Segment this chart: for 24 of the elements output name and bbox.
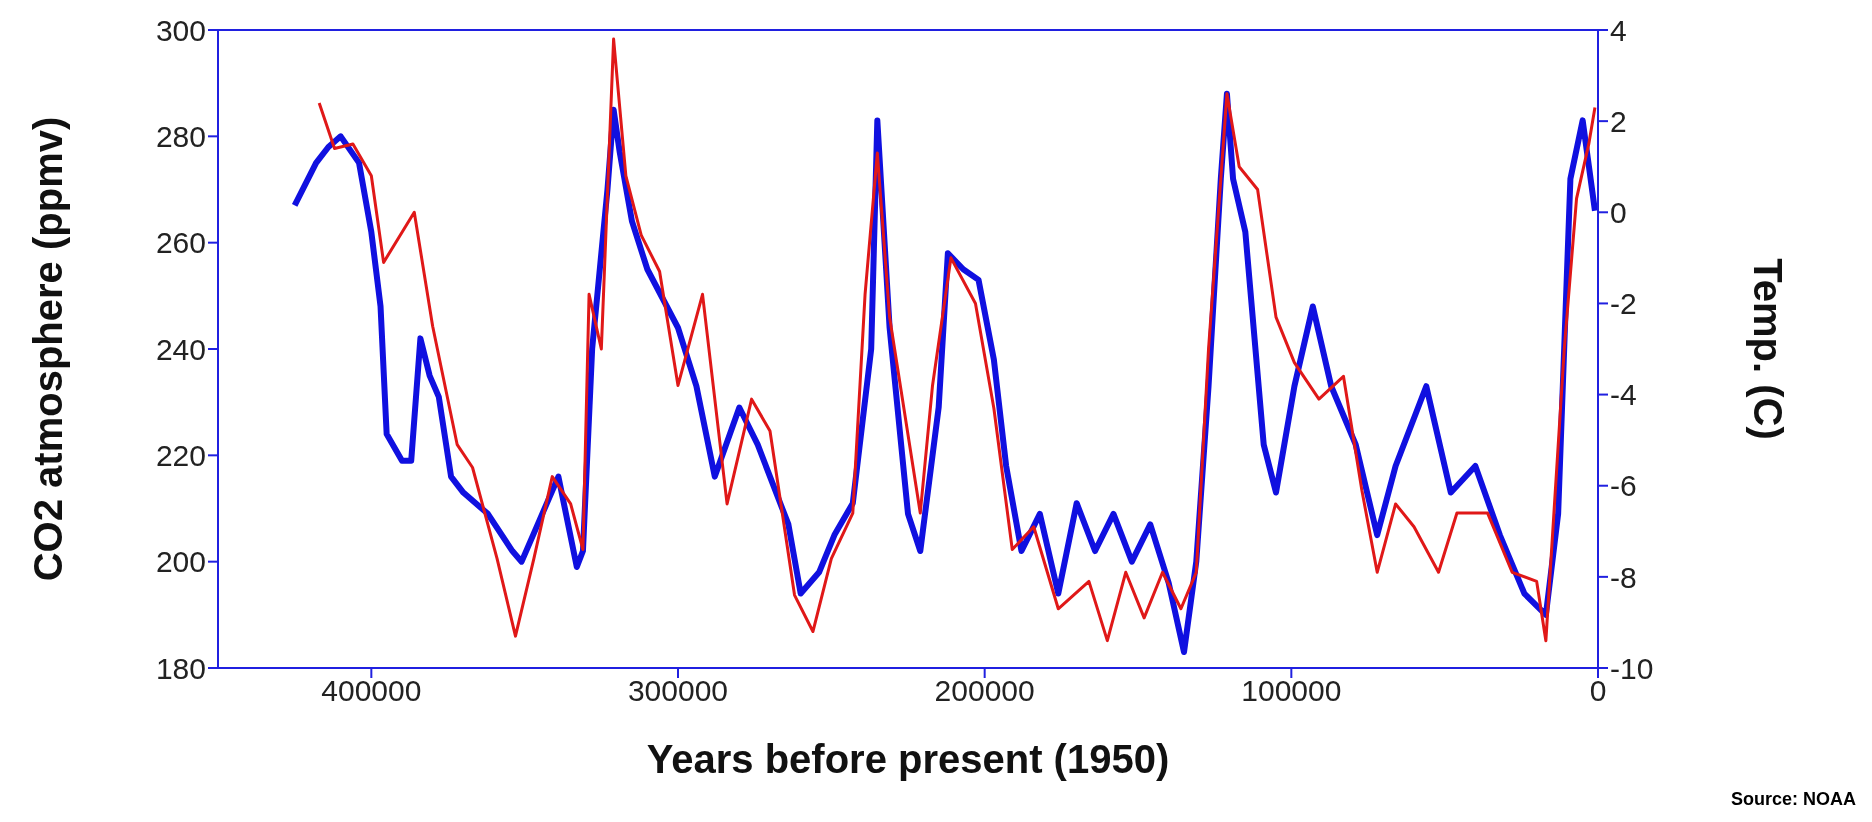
x-tick-label: 400000 (321, 674, 422, 708)
y-tick-label: 200 (155, 545, 206, 579)
x-tick-label: 200000 (934, 674, 1035, 708)
y-tick-label: 180 (155, 651, 206, 685)
y2-tick-label: -4 (1610, 378, 1637, 412)
y2-tick-label: 2 (1610, 104, 1627, 138)
y2-axis-title: Temp. (C) (1745, 258, 1790, 440)
y2-tick-label: -6 (1610, 469, 1637, 503)
source-note: Source: NOAA (1730, 789, 1856, 810)
y-axis-title: CO2 atmosphere (ppmv) (26, 116, 71, 582)
y2-tick-label: -10 (1610, 651, 1654, 685)
y-tick-label: 300 (155, 13, 206, 47)
x-axis-title: Years before present (1950) (646, 737, 1170, 781)
x-tick-label: 0 (1589, 674, 1607, 708)
x-tick-label: 300000 (627, 674, 729, 708)
y-tick-label: 240 (155, 332, 206, 366)
y2-tick-label: 0 (1610, 195, 1627, 229)
y-tick-label: 220 (155, 438, 206, 472)
y-tick-label: 280 (155, 119, 206, 153)
y-tick-label: 260 (155, 226, 206, 260)
x-tick-label: 100000 (1241, 674, 1342, 708)
y2-tick-label: 4 (1610, 13, 1627, 47)
y2-tick-label: -8 (1610, 560, 1637, 594)
y2-tick-label: -2 (1610, 287, 1637, 321)
